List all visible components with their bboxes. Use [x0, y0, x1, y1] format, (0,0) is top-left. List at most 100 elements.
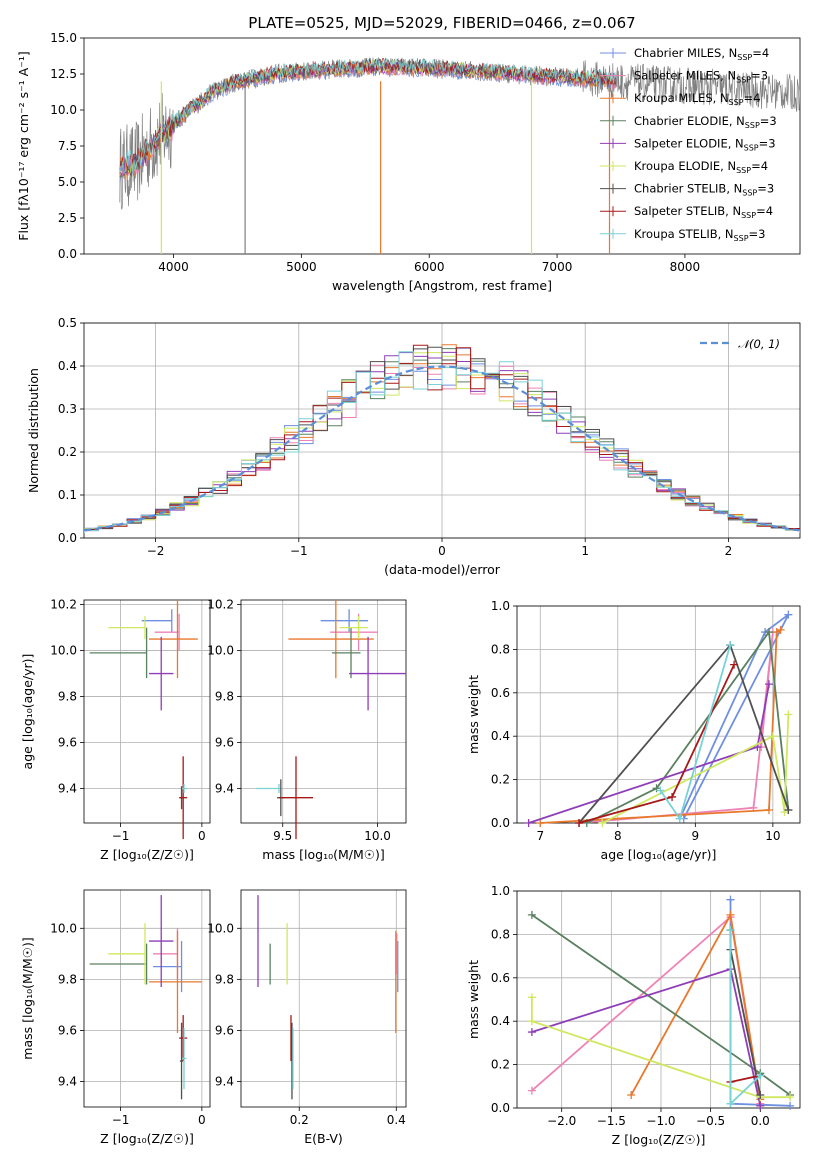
y-tick-label: 0.4: [491, 1014, 510, 1028]
data-point-kroupa-stelib: [182, 783, 188, 794]
axes-frame: [516, 890, 801, 1109]
x-tick-label: 2: [725, 544, 733, 558]
data-point-salpeter-elodie: [149, 636, 174, 711]
y-tick-label: 1.0: [491, 884, 510, 898]
x-axis-label: age [log₁₀(age/yr)]: [601, 847, 717, 862]
series-point: [598, 819, 607, 827]
data-point-kroupa-elodie: [108, 616, 146, 640]
normal-curve: [84, 365, 800, 532]
x-tick-label: −1: [290, 544, 308, 558]
data-point-chabrier-elodie: [89, 943, 148, 985]
y-tick-label: 10.2: [50, 598, 77, 612]
series-point: [527, 1017, 536, 1026]
x-tick-label: 0: [198, 1113, 206, 1127]
y-tick-label: 10.0: [50, 921, 77, 935]
series-salpeter-miles: [527, 913, 765, 1108]
y-tick-label: 9.4: [58, 1074, 77, 1088]
data-point-kroupa-stelib: [256, 783, 280, 794]
y-tick-label: 1.0: [491, 599, 510, 613]
legend-entry: Salpeter STELIB, NSSP=4: [634, 204, 773, 220]
x-axis-label: wavelength [Angstrom, rest frame]: [332, 278, 552, 293]
series-kroupa-stelib: [656, 641, 735, 823]
data-point-chabrier-miles: [141, 609, 173, 633]
data-point-chabrier-miles: [153, 941, 183, 993]
age-vs-mass-panel: 9.5 10.0 9.4 9.6 9.8 10.0 10.2 mass [log₁₀(M/M☉…: [207, 598, 407, 862]
mass-vs-EBV-panel: 0.2 0.4 9.4 9.6 9.8 10.0 E(B-V): [207, 889, 407, 1146]
data-point-salpeter-stelib: [278, 756, 314, 840]
x-tick-label: 8000: [670, 260, 701, 274]
y-tick-label: 0.8: [491, 927, 510, 941]
x-tick-label: −1.0: [646, 1114, 675, 1128]
data-point-salpeter-miles: [153, 928, 179, 980]
series-point: [756, 1071, 765, 1080]
series-point: [730, 660, 739, 669]
data-point-kroupa-elodie: [339, 616, 369, 640]
y-tick-label: 0.2: [58, 445, 77, 459]
series-point: [656, 786, 665, 795]
x-tick-label: 0.2: [290, 1113, 309, 1127]
y-axis-label: mass weight: [466, 960, 481, 1039]
series-kroupa-miles: [627, 910, 765, 1104]
axes-frame: [516, 605, 801, 824]
x-tick-label: −2.0: [547, 1114, 576, 1128]
y-tick-label: 0.1: [58, 488, 77, 502]
y-axis-label: age [log₁₀(age/yr)]: [20, 654, 35, 770]
y-tick-label: 9.4: [58, 782, 77, 796]
legend-entry: Kroupa ELODIE, NSSP=4: [634, 159, 768, 175]
y-tick-label: 12.5: [50, 67, 77, 81]
age-vs-Z-panel: −1 0 9.4 9.6 9.8 10.0 10.2 Z [log₁₀(Z/Z☉)] age […: [20, 598, 211, 862]
y-tick-label: 0.5: [58, 316, 77, 330]
series-point: [726, 641, 735, 650]
y-axis-label: mass weight: [466, 675, 481, 754]
data-point-chabrier-miles: [320, 609, 369, 633]
series-chabrier-miles: [675, 610, 793, 823]
x-tick-label: 9: [692, 829, 700, 843]
x-tick-label: −2: [147, 544, 165, 558]
chart-title: PLATE=0525, MJD=52029, FIBERID=0466, z=0…: [248, 14, 635, 32]
y-tick-label: 9.8: [215, 690, 234, 704]
y-tick-label: 10.0: [50, 103, 77, 117]
series-point: [726, 895, 735, 904]
spectrum-legend: Chabrier MILES, NSSP=4 Salpeter MILES, NS…: [600, 46, 777, 243]
series-point: [726, 910, 735, 919]
x-tick-label: 7: [536, 829, 544, 843]
observed-spectrum: [119, 57, 800, 210]
y-tick-label: 0.3: [58, 402, 77, 416]
y-tick-label: 0.4: [58, 359, 77, 373]
data-point-salpeter-stelib: [179, 756, 188, 840]
legend-entry: Salpeter ELODIE, NSSP=3: [634, 136, 776, 152]
x-tick-label: 0: [198, 829, 206, 843]
series-point: [786, 1101, 795, 1110]
y-tick-label: 9.4: [215, 782, 234, 796]
y-tick-label: 9.6: [215, 1023, 234, 1037]
massweight-vs-age-panel: 7 8 9 10 0.0 0.2 0.4 0.6 0.8 1.0 age [log₁₀(age/yr…: [466, 599, 801, 862]
series-point: [524, 819, 533, 827]
y-tick-label: 0.4: [491, 729, 510, 743]
y-tick-label: 5.0: [58, 175, 77, 189]
y-tick-label: 10.2: [207, 598, 234, 612]
data-point-salpeter-elodie: [149, 895, 174, 988]
legend-entry: Kroupa STELIB, NSSP=3: [634, 227, 765, 243]
axes-frame: [240, 599, 407, 824]
axes-frame: [240, 889, 407, 1108]
data-point-kroupa-miles: [149, 600, 198, 679]
series-kroupa-stelib: [726, 926, 765, 1108]
series-point: [675, 814, 684, 823]
series-line: [678, 613, 790, 820]
model-spectrum-kroupa-stelib: [119, 57, 617, 175]
x-axis-label: mass [log₁₀(M/M☉)]: [262, 847, 384, 862]
mass-vs-Z-panel: −1 0 9.4 9.6 9.8 10.0 Z [log₁₀(Z/Z☉)] mass [log…: [20, 889, 211, 1146]
series-point: [527, 1086, 536, 1095]
series-line: [528, 683, 770, 824]
x-tick-label: 7000: [542, 260, 573, 274]
x-tick-label: 5000: [286, 260, 317, 274]
data-point-kroupa-miles: [149, 930, 202, 1033]
axes-frame: [83, 322, 801, 539]
series-line: [630, 912, 762, 1100]
y-tick-label: 15.0: [50, 31, 77, 45]
x-tick-label: 1: [581, 544, 589, 558]
y-tick-label: 9.6: [58, 736, 77, 750]
series-point: [527, 993, 536, 1002]
x-tick-label: 8: [614, 829, 622, 843]
spectrum-panel: PLATE=0525, MJD=52029, FIBERID=0466, z=0…: [16, 14, 801, 293]
